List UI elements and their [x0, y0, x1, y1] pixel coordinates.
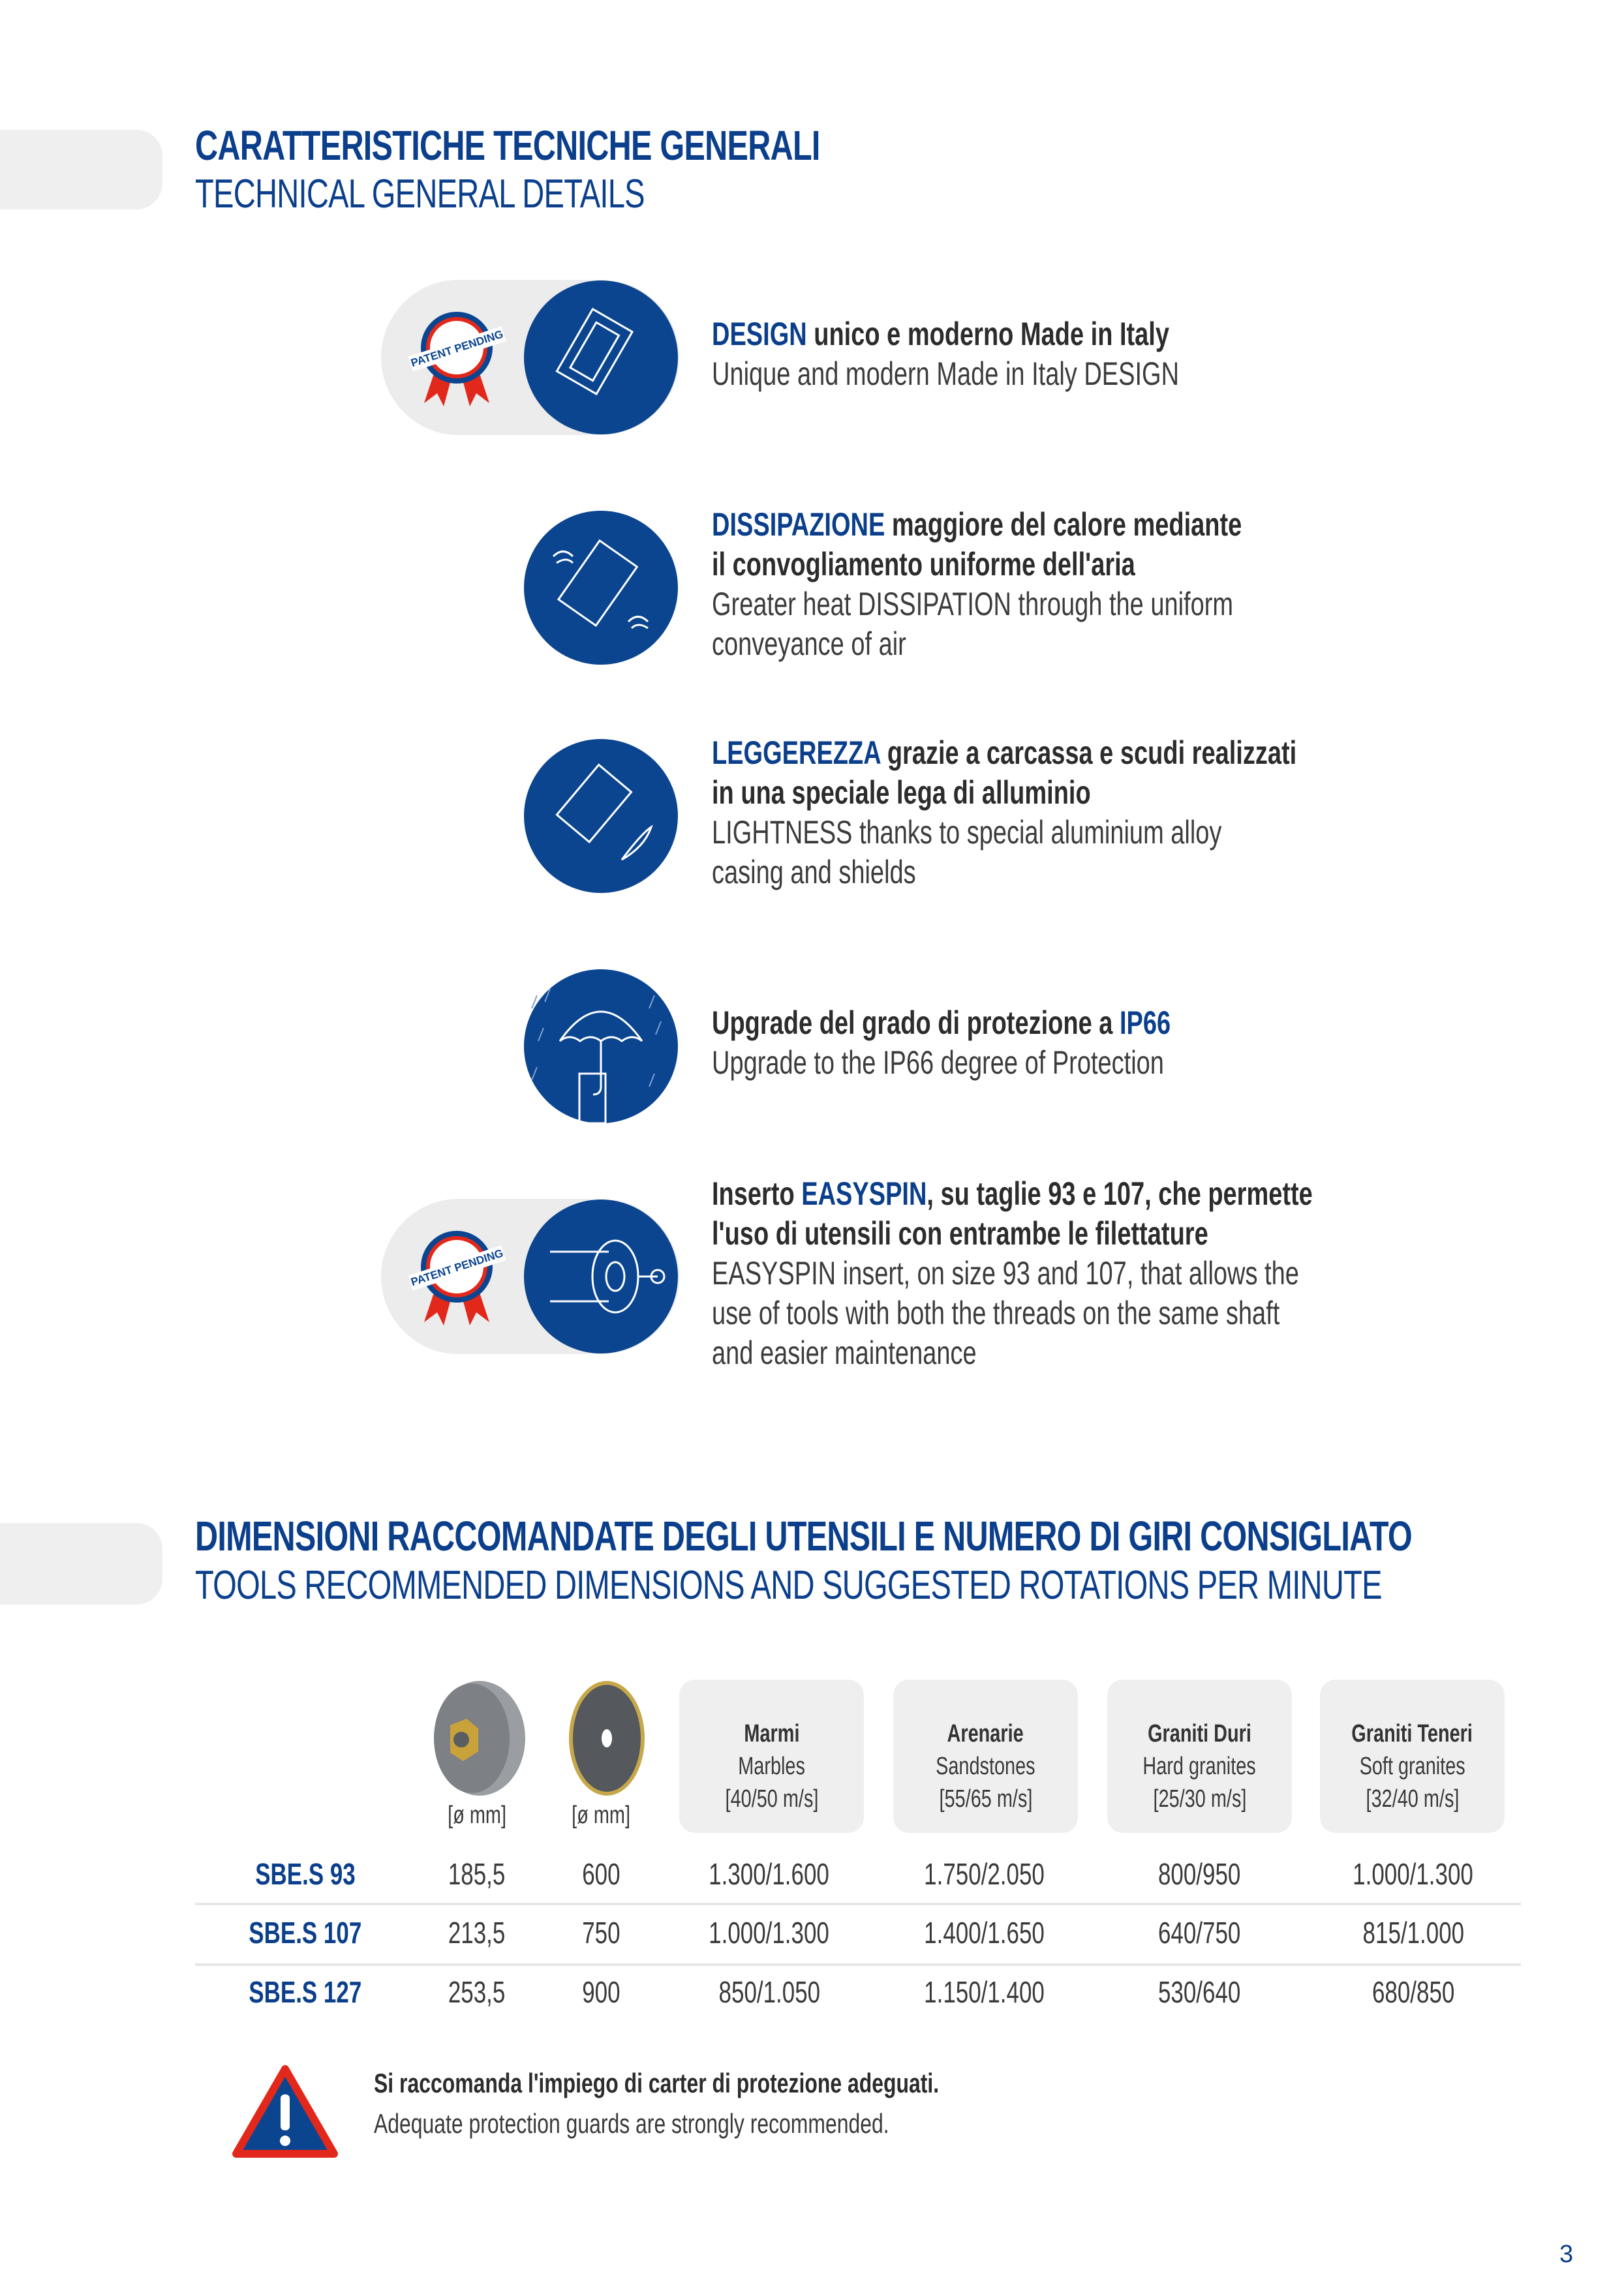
feature-desc-en: conveyance of air: [712, 626, 906, 662]
feature-title-it: DISSIPAZIONE maggiore del calore mediant…: [712, 506, 1242, 543]
column-header: Arenarie Sandstones [55/65 m/s]: [893, 1680, 1078, 1833]
table-cell: 850/1.050: [718, 1975, 820, 2009]
warning-text-it: Si raccomanda l'impiego di carter di pro…: [374, 2068, 940, 2098]
column-header: Graniti Teneri Soft granites [32/40 m/s]: [1320, 1680, 1505, 1833]
feature-desc-en: and easier maintenance: [712, 1334, 977, 1371]
tool-unit-label: [ø mm]: [448, 1802, 506, 1829]
feature-icon-circle: [524, 1200, 678, 1353]
feature-title-it-line2: l'uso di utensili con entrambe le filett…: [712, 1215, 1208, 1252]
feature-desc-en: Upgrade to the IP66 degree of Protection: [712, 1044, 1164, 1081]
section-tab-decoration: [0, 1523, 162, 1605]
feature-icon-circle: [524, 969, 678, 1125]
table-cell: 1.400/1.650: [924, 1916, 1045, 1950]
row-divider: [195, 1963, 1521, 1966]
warning-text-en: Adequate protection guards are strongly …: [374, 2108, 889, 2139]
section2-title-en: TOOLS RECOMMENDED DIMENSIONS AND SUGGEST…: [195, 1563, 1383, 1608]
patent-pending-badge-icon: PATENT PENDING: [408, 312, 506, 406]
feature-icon-circle: [524, 280, 678, 434]
feature-title-it-line2: in una speciale lega di alluminio: [712, 774, 1091, 811]
model-name: SBE.S 93: [255, 1857, 356, 1891]
table-cell: 680/850: [1371, 1975, 1455, 2009]
umbrella-rain-icon: [531, 988, 662, 1125]
feature-icon-circle: [524, 739, 678, 893]
feature-desc-en: LIGHTNESS thanks to special aluminium al…: [712, 814, 1222, 851]
feature-text: DISSIPAZIONE maggiore del calore mediant…: [712, 505, 1624, 664]
column-header: Graniti Duri Hard granites [25/30 m/s]: [1107, 1680, 1292, 1833]
easyspin-shaft-icon: [550, 1239, 666, 1314]
section2-title-it: DIMENSIONI RACCOMANDATE DEGLI UTENSILI E…: [195, 1513, 1413, 1560]
table-cell: 1.750/2.050: [924, 1857, 1045, 1891]
page-number: 3: [1559, 2241, 1574, 2268]
section1-title-it: CARATTERISTICHE TECNICHE GENERALI: [195, 122, 820, 169]
column-header: Marmi Marbles [40/50 m/s]: [679, 1680, 864, 1833]
table-cell: 600: [581, 1857, 620, 1891]
table-cell: 1.000/1.300: [709, 1916, 830, 1950]
model-name: SBE.S 107: [249, 1916, 362, 1950]
table-cell: 530/640: [1157, 1975, 1241, 2009]
feature-title-it: DESIGN unico e moderno Made in Italy: [712, 316, 1170, 352]
table-cell: 640/750: [1157, 1916, 1241, 1950]
table-cell: 1.000/1.300: [1353, 1857, 1474, 1891]
feature-text: DESIGN unico e moderno Made in Italy Uniq…: [712, 314, 1624, 394]
motor-design-icon: [555, 307, 634, 396]
feature-text: Upgrade del grado di protezione a IP66 Up…: [712, 1003, 1624, 1083]
table-cell: 800/950: [1157, 1857, 1241, 1891]
table-cell: 185,5: [448, 1857, 506, 1891]
table-cell: 900: [581, 1975, 620, 2009]
patent-pending-badge-icon: PATENT PENDING: [408, 1231, 506, 1325]
row-divider: [195, 1903, 1521, 1905]
table-cell: 1.300/1.600: [709, 1857, 830, 1891]
motor-feather-icon: [555, 763, 653, 861]
feature-desc-en: EASYSPIN insert, on size 93 and 107, tha…: [712, 1254, 1299, 1292]
feature-text: LEGGEREZZA grazie a carcassa e scudi rea…: [712, 733, 1624, 892]
feature-title-it: Upgrade del grado di protezione a IP66: [712, 1004, 1171, 1041]
feature-desc-en: Greater heat DISSIPATION through the uni…: [712, 586, 1234, 622]
feature-title-it: Inserto EASYSPIN, su taglie 93 e 107, ch…: [712, 1175, 1313, 1212]
table-cell: 1.150/1.400: [924, 1975, 1045, 2009]
section1-title-en: TECHNICAL GENERAL DETAILS: [195, 172, 645, 217]
table-cell: 815/1.000: [1362, 1916, 1464, 1950]
model-name: SBE.S 127: [249, 1975, 362, 2009]
feature-text: Inserto EASYSPIN, su taglie 93 e 107, ch…: [712, 1174, 1624, 1373]
diamond-blade-image: [569, 1681, 645, 1796]
warning-triangle-icon: [232, 2065, 338, 2158]
feature-desc-en: casing and shields: [712, 854, 916, 890]
feature-desc-en: Unique and modern Made in Italy DESIGN: [712, 355, 1180, 392]
motor-airflow-icon: [552, 539, 649, 629]
tool-unit-label: [ø mm]: [572, 1802, 630, 1829]
table-cell: 750: [581, 1916, 620, 1950]
feature-icon-circle: [524, 511, 678, 665]
feature-title-it-line2: il convogliamento uniforme dell'aria: [712, 546, 1135, 582]
feature-desc-en: use of tools with both the threads on th…: [712, 1294, 1280, 1331]
feature-title-it: LEGGEREZZA grazie a carcassa e scudi rea…: [712, 734, 1297, 771]
table-cell: 253,5: [448, 1975, 506, 2009]
grinding-wheel-image: [434, 1681, 525, 1796]
section-tab-decoration: [0, 130, 162, 209]
table-cell: 213,5: [448, 1916, 506, 1950]
